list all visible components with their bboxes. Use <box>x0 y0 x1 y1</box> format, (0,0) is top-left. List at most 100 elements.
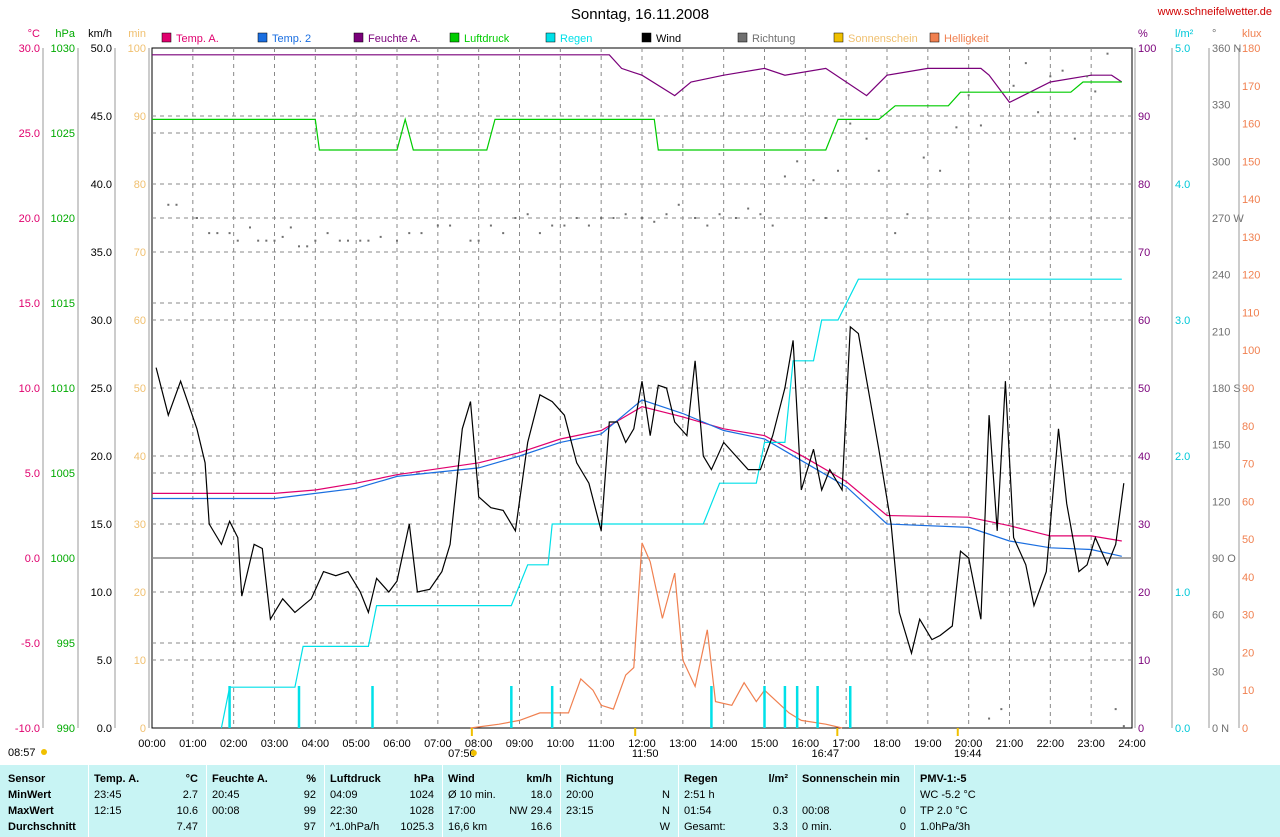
x-tick-label: 03:00 <box>261 738 289 750</box>
x-tick-label: 07:00 <box>424 738 452 750</box>
direction-point <box>653 220 656 223</box>
direction-point <box>228 232 231 235</box>
axis-unit-label: °C <box>28 28 40 40</box>
stats-column-divider <box>796 765 797 837</box>
stats-cell-rain-time: 01:54 <box>684 805 712 817</box>
axis-tick-label: 80 <box>1242 421 1254 433</box>
axis-tick-label: 30 <box>1242 610 1254 622</box>
x-tick-label: 11:00 <box>588 738 615 750</box>
stats-cell-humidity-time: 20:45 <box>212 789 240 801</box>
direction-point <box>298 245 300 248</box>
stats-cell-temp-value: 2.7 <box>182 789 198 801</box>
axis-unit-label: l/m² <box>1175 28 1194 40</box>
stats-unit-humidity: % <box>306 773 316 785</box>
stats-cell-wind-time: 17:00 <box>448 805 476 817</box>
legend-swatch <box>161 32 172 43</box>
axis-tick-label: 45.0 <box>91 111 112 123</box>
legend-swatch <box>641 32 652 43</box>
axis-unit-label: hPa <box>55 28 75 40</box>
direction-point <box>979 124 982 127</box>
axis-tick-label: 20.0 <box>19 213 40 225</box>
x-tick-label: 17:00 <box>832 738 860 750</box>
axis-tick-label: 50 <box>134 383 146 395</box>
direction-point <box>677 203 680 206</box>
legend-label: Wind <box>656 33 681 45</box>
axis-tick-label: 30 <box>1212 666 1224 678</box>
x-tick-label: 15:00 <box>751 738 779 750</box>
axis-tick-label: 0 <box>1138 723 1144 735</box>
direction-point <box>967 94 970 97</box>
axis-tick-label: 50 <box>1242 534 1254 546</box>
x-tick-label: 02:00 <box>220 738 248 750</box>
axis-tick-label: 70 <box>134 247 146 259</box>
axis-tick-label: 1025 <box>51 128 75 140</box>
stats-cell-rain-time: 2:51 h <box>684 789 715 801</box>
legend-label: Luftdruck <box>464 33 510 45</box>
direction-point <box>379 235 382 238</box>
axis-tick-label: 20.0 <box>91 451 112 463</box>
direction-point <box>955 126 958 129</box>
legend-swatch <box>545 32 556 43</box>
x-tick-label: 00:00 <box>138 738 166 750</box>
axis-unit-label: min <box>128 28 146 40</box>
axis-tick-label: 30.0 <box>19 43 40 55</box>
axis-tick-label: 70 <box>1242 459 1254 471</box>
direction-point <box>281 235 284 238</box>
direction-point <box>314 239 317 242</box>
axis-tick-label: 30.0 <box>91 315 112 327</box>
direction-point <box>587 224 590 227</box>
direction-point <box>624 213 627 216</box>
direction-point <box>877 169 880 172</box>
direction-point <box>812 179 815 182</box>
axis-tick-label: 110 <box>1242 307 1260 319</box>
direction-point <box>563 224 566 227</box>
stats-header-wind: Wind <box>448 773 475 785</box>
stats-header-humidity: Feuchte A. <box>212 773 268 785</box>
stats-cell-sunshine-time: 00:08 <box>802 805 830 817</box>
stats-cell-direction-value: N <box>662 789 670 801</box>
direction-point <box>1086 75 1089 78</box>
direction-point <box>265 239 268 242</box>
stats-cell-pmv: TP 2.0 °C <box>920 805 968 817</box>
legend-swatch <box>353 32 364 43</box>
site-url[interactable]: www.schneifelwetter.de <box>1157 6 1272 18</box>
axis-unit-label: ° <box>1212 28 1216 40</box>
axis-tick-label: 5.0 <box>1175 43 1190 55</box>
x-tick-label: 08:00 <box>465 738 493 750</box>
direction-point <box>1114 708 1117 711</box>
stats-unit-rain: l/m² <box>768 773 788 785</box>
direction-point <box>575 217 578 219</box>
axis-tick-label: 5.0 <box>25 468 40 480</box>
direction-point <box>208 232 211 235</box>
axis-tick-label: 1010 <box>51 383 75 395</box>
axis-unit-label: klux <box>1242 28 1262 40</box>
axis-tick-label: 60 <box>1242 496 1254 508</box>
stats-cell-direction-time: 23:15 <box>566 805 594 817</box>
axis-tick-label: 90 <box>134 111 146 123</box>
axis-tick-label: 90 <box>1242 383 1254 395</box>
axis-tick-label: 120 <box>1242 270 1260 282</box>
axis-tick-label: 100 <box>1138 43 1156 55</box>
x-tick-label: 23:00 <box>1077 738 1105 750</box>
axis-tick-label: 210 <box>1212 326 1230 338</box>
stats-header-sensor: Sensor <box>8 773 46 785</box>
legend-label: Helligkeit <box>944 33 989 45</box>
direction-point <box>641 217 643 219</box>
axis-tick-label: 130 <box>1242 232 1260 244</box>
x-tick-label: 13:00 <box>669 738 697 750</box>
x-tick-label: 04:00 <box>302 738 330 750</box>
x-tick-label: 06:00 <box>383 738 411 750</box>
stats-cell-rain-value: 3.3 <box>772 821 788 833</box>
x-tick-label: 01:00 <box>179 738 207 750</box>
direction-point <box>865 137 868 140</box>
axis-tick-label: 15.0 <box>91 519 112 531</box>
event-label: 19:44 <box>954 748 982 760</box>
x-tick-label: 14:00 <box>710 738 738 750</box>
weather-chart: 30.025.020.015.010.05.00.0-5.0-10.0°C103… <box>8 28 1262 760</box>
event-label: 08:57 <box>8 747 36 759</box>
axis-tick-label: 240 <box>1212 270 1230 282</box>
direction-point <box>1012 84 1015 87</box>
direction-point <box>837 169 839 172</box>
direction-point <box>1037 111 1040 114</box>
direction-point <box>216 232 219 235</box>
